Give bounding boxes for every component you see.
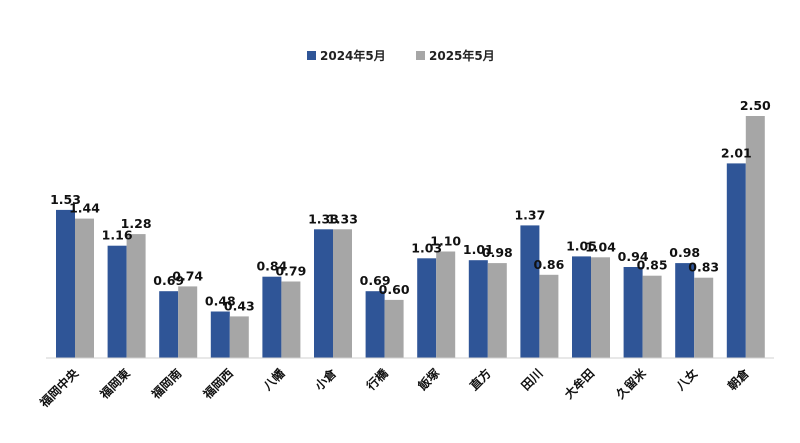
category-label-12: 八女 [672, 366, 700, 394]
value-label-2025-8: 0.98 [482, 245, 513, 260]
category-label-8: 直方 [466, 366, 494, 394]
bar-2025-13 [745, 116, 765, 358]
value-label-2025-11: 0.85 [637, 258, 668, 273]
category-labels: 福岡中央 福岡東 福岡南 福岡西 八幡 小倉 行橋 飯塚 直方 田川 大牟田 久留米 八女 朝倉 [36, 365, 753, 411]
value-label-2025-6: 0.60 [379, 282, 410, 297]
bar-2024-12 [675, 263, 695, 358]
bar-2025-10 [591, 257, 610, 358]
value-label-2024-10: 1.05 [566, 238, 597, 253]
bar-2025-3 [229, 316, 249, 358]
value-label-2025-0: 1.44 [69, 201, 100, 216]
value-label-2024-2: 0.69 [153, 273, 184, 288]
legend: 2024年5月 2025年5月 [307, 48, 495, 63]
value-label-2025-1: 1.28 [121, 216, 152, 231]
value-label-2024-8: 1.01 [463, 242, 494, 257]
bar-2025-5 [333, 229, 352, 358]
value-label-2024-12: 0.98 [669, 245, 700, 260]
value-label-2025-12: 0.83 [688, 260, 719, 275]
bar-2024-5 [314, 229, 333, 358]
category-label-7: 飯塚 [414, 366, 442, 394]
bar-2024-9 [520, 225, 540, 358]
bar-2025-6 [384, 299, 404, 358]
legend-swatch-2025 [416, 51, 425, 60]
value-label-2024-9: 1.37 [514, 207, 545, 222]
legend-swatch-2024 [307, 51, 316, 60]
legend-label-2025: 2025年5月 [429, 48, 495, 63]
value-label-2024-1: 1.16 [102, 228, 133, 243]
category-label-10: 大牟田 [561, 366, 597, 402]
value-label-2025-3: 0.43 [224, 298, 255, 313]
value-label-2024-3: 0.48 [205, 294, 236, 309]
bar-2025-9 [539, 274, 559, 358]
category-label-6: 行橋 [362, 365, 391, 394]
value-label-2024-13: 2.01 [721, 145, 752, 160]
value-label-2024-0: 1.53 [50, 192, 81, 207]
bars [56, 116, 765, 358]
bar-2024-2 [159, 291, 179, 358]
value-label-2024-11: 0.94 [618, 249, 649, 264]
value-label-2025-13: 2.50 [740, 98, 771, 113]
category-label-5: 小倉 [312, 365, 340, 393]
value-label-2025-9: 0.86 [533, 257, 564, 272]
bar-2024-8 [468, 260, 488, 358]
value-label-2025-4: 0.79 [275, 264, 306, 279]
bar-2024-13 [726, 163, 746, 358]
bar-2024-3 [210, 311, 230, 358]
value-label-2025-10: 1.04 [585, 239, 616, 254]
value-label-2025-7: 1.10 [430, 234, 461, 249]
category-label-13: 朝倉 [724, 365, 752, 393]
bar-2024-6 [365, 291, 385, 358]
category-label-4: 八幡 [259, 365, 288, 394]
value-label-2024-7: 1.03 [411, 240, 442, 255]
value-label-2024-4: 0.84 [256, 259, 287, 274]
bar-2024-4 [262, 276, 282, 358]
bar-2025-12 [694, 277, 714, 358]
bar-2024-0 [56, 209, 75, 358]
category-label-9: 田川 [519, 366, 546, 393]
value-labels: 1.531.441.161.280.690.740.480.430.840.79… [50, 98, 771, 313]
legend-label-2024: 2024年5月 [320, 48, 386, 63]
bar-2025-0 [75, 218, 94, 358]
category-label-2: 福岡南 [148, 366, 185, 403]
bar-2025-2 [178, 286, 198, 358]
bar-2024-11 [623, 267, 643, 358]
bar-2025-8 [487, 263, 507, 358]
category-label-11: 久留米 [613, 365, 650, 402]
bar-2025-7 [436, 251, 456, 358]
bar-2025-1 [126, 234, 146, 358]
bar-2024-1 [107, 245, 127, 358]
bar-2024-7 [417, 258, 437, 358]
bar-2025-4 [281, 281, 301, 358]
bar-2025-11 [642, 275, 662, 358]
value-label-2025-5: 1.33 [327, 211, 358, 226]
category-label-3: 福岡西 [199, 366, 236, 403]
category-label-1: 福岡東 [96, 366, 133, 403]
value-label-2024-6: 0.69 [360, 273, 391, 288]
value-label-2024-5: 1.33 [308, 211, 339, 226]
value-label-2025-2: 0.74 [172, 268, 203, 283]
bar-2024-10 [572, 256, 591, 358]
category-label-0: 福岡中央 [36, 365, 82, 411]
